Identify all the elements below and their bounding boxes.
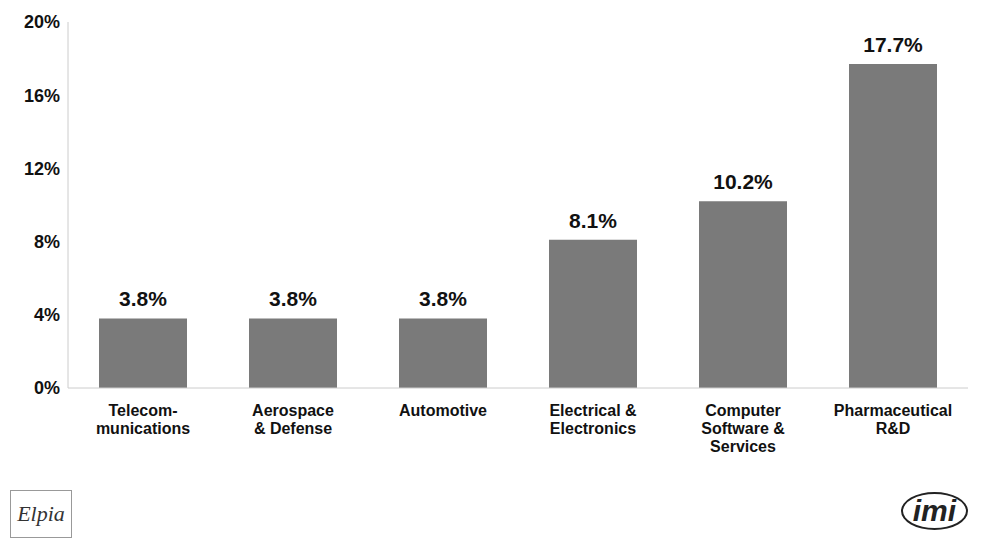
- svg-text:PharmaceuticalR&D: PharmaceuticalR&D: [834, 402, 952, 437]
- svg-text:ComputerSoftware &Services: ComputerSoftware &Services: [701, 402, 785, 455]
- svg-text:Electrical &Electronics: Electrical &Electronics: [549, 402, 637, 437]
- svg-text:8%: 8%: [34, 232, 60, 252]
- svg-text:Automotive: Automotive: [399, 402, 487, 419]
- html-text:Elpia: Elpia: [17, 501, 65, 526]
- svg-text:3.8%: 3.8%: [119, 287, 167, 310]
- svg-text:10.2%: 10.2%: [713, 170, 773, 193]
- html-text:imi: imi: [912, 494, 956, 527]
- svg-text:16%: 16%: [24, 86, 60, 106]
- svg-text:17.7%: 17.7%: [863, 33, 923, 56]
- svg-text:20%: 20%: [24, 12, 60, 32]
- svg-text:3.8%: 3.8%: [269, 287, 317, 310]
- svg-text:12%: 12%: [24, 159, 60, 179]
- svg-text:4%: 4%: [34, 305, 60, 325]
- svg-text:Aerospace& Defense: Aerospace& Defense: [252, 402, 334, 437]
- svg-text:Telecom-munications: Telecom-munications: [96, 402, 190, 437]
- svg-text:3.8%: 3.8%: [419, 287, 467, 310]
- svg-text:0%: 0%: [34, 378, 60, 398]
- svg-text:8.1%: 8.1%: [569, 209, 617, 232]
